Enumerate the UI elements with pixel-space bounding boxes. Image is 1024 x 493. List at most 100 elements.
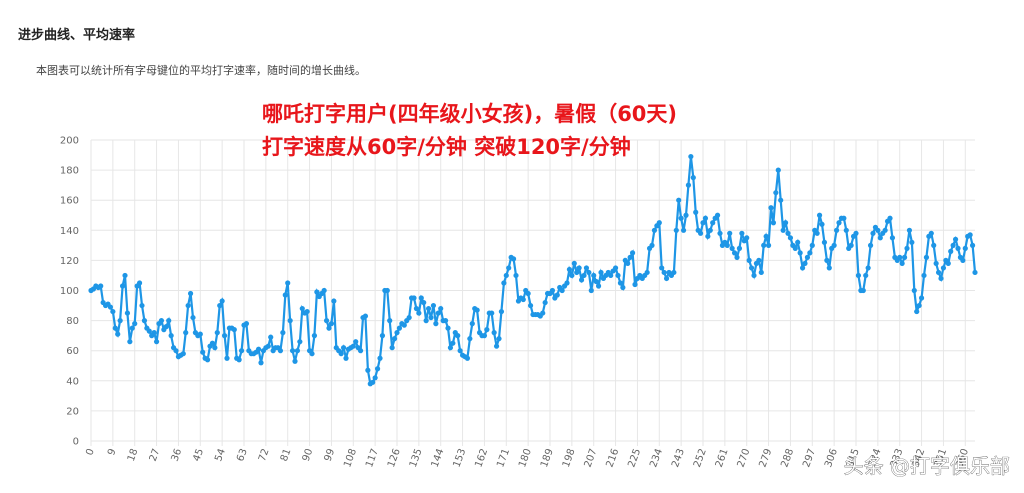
data-point [540, 310, 546, 316]
data-point [683, 212, 689, 218]
data-point [141, 318, 148, 324]
data-point [680, 227, 687, 233]
y-tick-label: 200 [60, 136, 79, 147]
data-point [831, 242, 837, 248]
data-point [843, 227, 849, 233]
data-point [697, 230, 704, 236]
x-tick-label: 0 [84, 447, 97, 457]
data-point [933, 260, 939, 267]
data-point [935, 269, 942, 276]
data-point [795, 239, 801, 245]
data-point [370, 379, 376, 385]
y-tick-label: 20 [66, 406, 79, 417]
y-tick-label: 0 [73, 437, 79, 448]
data-point [780, 227, 786, 233]
description: 本图表可以统计所有字母键位的平均打字速率，随时间的增长曲线。 [36, 64, 366, 77]
data-point [384, 287, 390, 294]
data-point [255, 346, 262, 352]
data-point [418, 295, 424, 301]
y-tick-label: 140 [60, 226, 79, 237]
data-point [889, 235, 896, 241]
data-point [146, 328, 152, 334]
data-point [853, 230, 859, 236]
data-point [151, 330, 157, 336]
data-point [955, 245, 961, 251]
data-point [714, 212, 721, 218]
data-point [875, 227, 881, 233]
data-point [464, 355, 471, 361]
data-point [328, 321, 335, 327]
data-point [945, 260, 951, 267]
data-point [693, 209, 699, 215]
data-point [197, 331, 203, 337]
data-point [938, 275, 944, 282]
data-point [782, 220, 789, 226]
data-point [525, 290, 531, 297]
data-point [559, 287, 565, 294]
data-point [484, 327, 490, 333]
data-point [841, 215, 847, 221]
data-point [173, 348, 179, 354]
data-point [554, 292, 560, 298]
data-point [209, 340, 216, 346]
data-point [287, 318, 293, 324]
y-tick-label: 180 [60, 166, 79, 177]
data-point [792, 245, 798, 251]
data-point [309, 351, 315, 357]
data-point [705, 233, 711, 239]
data-point [897, 254, 903, 260]
y-tick-label: 60 [66, 346, 79, 357]
data-point [940, 265, 947, 271]
x-tick-label: 81 [279, 447, 294, 463]
y-tick-label: 160 [60, 196, 79, 207]
data-point [588, 287, 594, 294]
data-point [110, 308, 116, 315]
data-point [168, 333, 174, 339]
data-point [127, 339, 133, 345]
data-point [219, 298, 225, 304]
x-tick-label: 216 [605, 447, 622, 469]
data-point [948, 248, 954, 254]
data-point [688, 153, 694, 160]
data-point [136, 280, 143, 286]
data-point [627, 254, 633, 260]
data-point [413, 305, 420, 312]
data-point [768, 205, 774, 211]
data-point [124, 310, 131, 316]
data-point [297, 339, 303, 345]
data-point [860, 287, 866, 294]
x-tick-label: 243 [670, 447, 687, 469]
data-point [467, 336, 473, 342]
data-point [700, 220, 706, 226]
data-point [707, 227, 713, 233]
data-point [598, 269, 604, 276]
data-point [374, 366, 381, 372]
data-point [816, 212, 823, 218]
data-point [909, 239, 915, 245]
data-point [294, 348, 301, 354]
x-tick-label: 207 [583, 447, 600, 469]
watermark: 头条 @打字俱乐部 [844, 454, 1010, 478]
data-point [372, 375, 378, 381]
data-point [493, 343, 500, 349]
data-point [899, 260, 905, 267]
data-point [836, 220, 842, 226]
data-point [661, 269, 667, 276]
data-point [659, 265, 665, 271]
data-point [615, 272, 621, 279]
data-point [729, 245, 735, 251]
data-point [821, 239, 828, 245]
x-tick-label: 27 [148, 447, 163, 463]
data-point [139, 302, 145, 309]
data-point [848, 242, 854, 248]
data-point [778, 197, 784, 203]
data-point [967, 232, 973, 238]
data-point [421, 299, 427, 306]
data-point [911, 287, 917, 294]
data-point [882, 227, 888, 233]
x-tick-label: 9 [106, 447, 119, 457]
data-point [761, 242, 767, 248]
data-point [591, 272, 597, 279]
data-point [119, 283, 126, 289]
data-point [379, 333, 386, 339]
